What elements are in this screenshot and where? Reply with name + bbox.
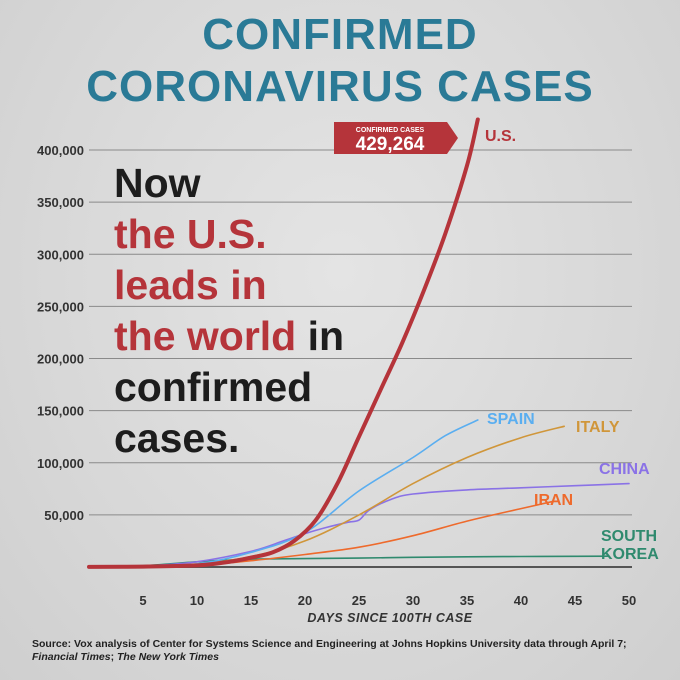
source-ft: Financial Times [32,651,111,663]
source-text: Source: Vox analysis of Center for Syste… [32,638,627,650]
source-note: Source: Vox analysis of Center for Syste… [32,638,672,664]
x-tick-label: 5 [139,593,146,608]
headline-line-2: the U.S. [114,211,267,257]
series-line-china [88,482,630,568]
x-tick-label: 25 [352,593,366,608]
y-tick-label: 150,000 [37,404,84,419]
y-tick-label: 200,000 [37,352,84,367]
chart-title-line-2: CORONAVIRUS CASES [86,62,594,111]
x-tick-label: 10 [190,593,204,608]
series-label-south-korea: KOREA [601,546,659,563]
series-label-spain: SPAIN [487,411,535,428]
series-label-iran: IRAN [534,492,573,509]
headline-line-5: confirmed [114,364,313,410]
y-axis-ticks: 50,000 100,000 150,000 200,000 250,000 300,00… [37,143,84,523]
x-tick-label: 15 [244,593,258,608]
x-tick-label: 50 [622,593,636,608]
headline-line-4: the world in [114,311,414,362]
callout-value: 429,264 [356,134,425,155]
headline-line-4-black: in [296,313,345,359]
series-line-u-s [87,117,480,569]
callout-arrow-box [334,122,458,154]
series-label-u-s: U.S. [485,128,516,145]
series-label-china: CHINA [599,461,650,478]
y-tick-label: 50,000 [44,508,84,523]
y-tick-label: 100,000 [37,456,84,471]
callout-label: CONFIRMED CASES [356,127,425,134]
headline-line-6: cases. [114,415,240,461]
x-axis-label: DAYS SINCE 100TH CASE [307,611,472,625]
x-tick-label: 35 [460,593,474,608]
x-axis-ticks: 5 10 15 20 25 30 35 40 45 50 [139,593,636,608]
y-tick-label: 300,000 [37,247,84,262]
us-callout: CONFIRMED CASES 429,264 [334,122,458,155]
series-label-italy: ITALY [576,419,620,436]
y-tick-label: 250,000 [37,299,84,314]
source-nyt: The New York Times [117,651,219,663]
x-tick-label: 30 [406,593,420,608]
headline-line-4-red: the world [114,313,297,359]
y-tick-label: 400,000 [37,143,84,158]
series-lines [87,117,630,569]
headline-line-1: Now [114,160,201,206]
x-tick-label: 45 [568,593,582,608]
source-sep: ; [110,651,118,663]
headline-line-3: leads in [114,262,267,308]
chart-title-line-1: CONFIRMED [202,10,478,59]
x-tick-label: 40 [514,593,528,608]
headline: Now the U.S. leads in the world in confi… [114,158,414,464]
x-tick-label: 20 [298,593,312,608]
series-label-south-korea: SOUTH [601,528,657,545]
y-tick-label: 350,000 [37,195,84,210]
